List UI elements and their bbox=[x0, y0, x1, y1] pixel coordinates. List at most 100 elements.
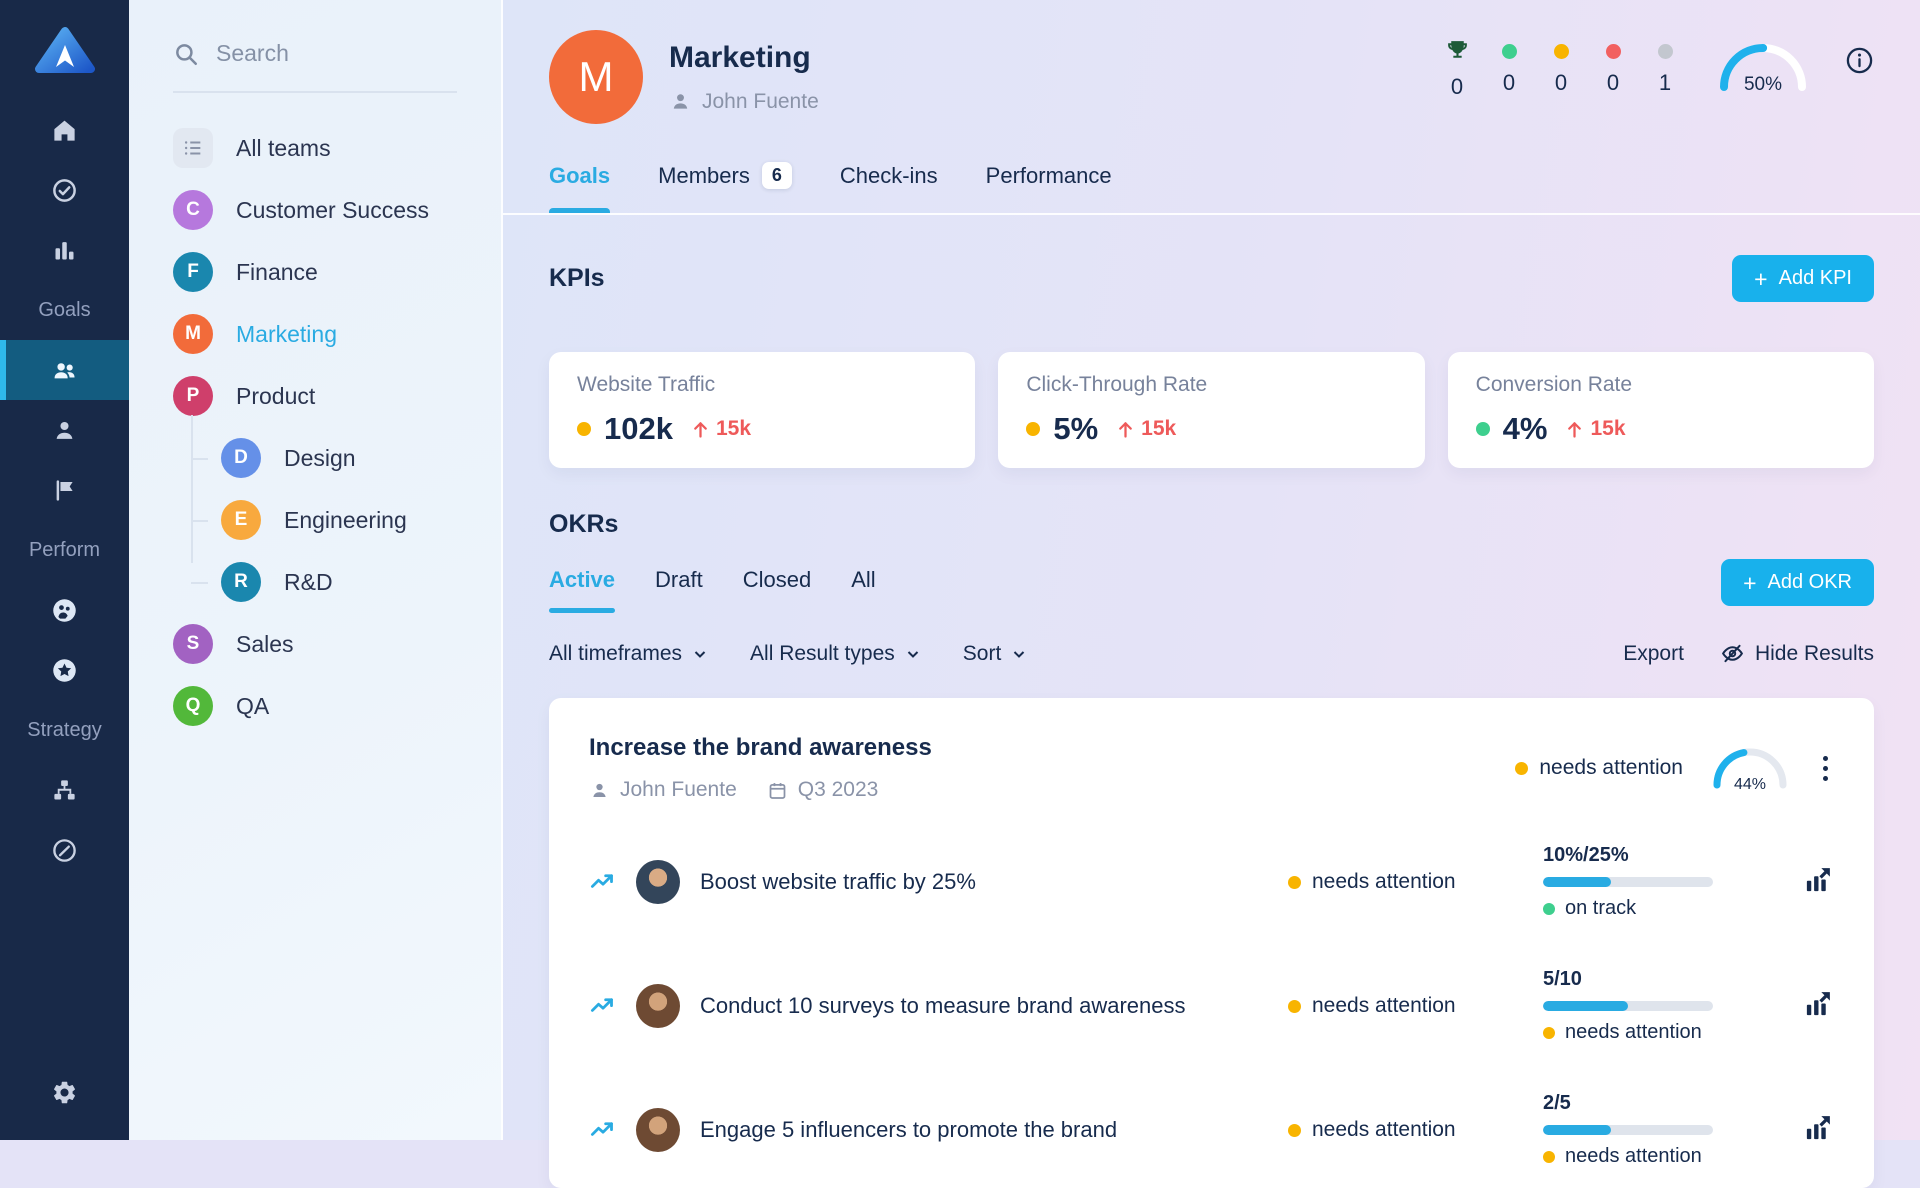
objective-timeframe-value: Q3 2023 bbox=[797, 778, 879, 801]
logo-triangle-icon bbox=[34, 27, 95, 73]
trophy-icon bbox=[1447, 41, 1467, 58]
objective-title[interactable]: Increase the brand awareness bbox=[589, 734, 932, 761]
nav-item-alignment[interactable] bbox=[0, 760, 129, 820]
nav-section-goals: Goals bbox=[38, 298, 91, 321]
search-input[interactable]: Search bbox=[173, 40, 457, 67]
sidebar-item-product[interactable]: P Product bbox=[129, 365, 501, 427]
filter-result-types[interactable]: All Result types bbox=[750, 642, 921, 666]
page-title: Marketing bbox=[669, 40, 811, 74]
chevron-down-icon bbox=[1014, 650, 1025, 658]
green-status-dot bbox=[1501, 44, 1517, 59]
trend-up-icon bbox=[590, 873, 613, 888]
arrow-up-icon bbox=[1568, 421, 1582, 438]
objective-menu-button[interactable] bbox=[1817, 750, 1834, 787]
search-placeholder: Search bbox=[216, 40, 289, 66]
export-button[interactable]: Export bbox=[1623, 642, 1684, 666]
sidebar-item-design[interactable]: D Design bbox=[129, 427, 501, 489]
nav-item-checkins[interactable] bbox=[0, 160, 129, 220]
sidebar-item-qa[interactable]: Q QA bbox=[129, 675, 501, 737]
add-kpi-button[interactable]: + Add KPI bbox=[1732, 255, 1874, 302]
key-result-chart-button[interactable] bbox=[1803, 864, 1834, 900]
okr-tab-closed[interactable]: Closed bbox=[743, 567, 811, 613]
product-subteams: D Design E Engineering R R&D bbox=[129, 415, 501, 613]
nav-item-settings[interactable] bbox=[0, 1062, 129, 1122]
status-counts: 0 0 0 0 1 bbox=[1441, 38, 1681, 100]
sitemap-icon bbox=[54, 779, 75, 799]
team-owner[interactable]: John Fuente bbox=[669, 90, 819, 114]
okr-tab-all[interactable]: All bbox=[851, 567, 875, 613]
progress-label: 10%/25% bbox=[1543, 844, 1629, 866]
kpi-status-dot bbox=[1475, 422, 1490, 436]
team-avatar: F bbox=[173, 252, 213, 292]
objective-owner[interactable]: John Fuente bbox=[589, 778, 737, 802]
kpi-card-conversion-rate[interactable]: Conversion Rate 4% 15k bbox=[1447, 352, 1874, 468]
sidebar-item-marketing[interactable]: M Marketing bbox=[129, 303, 501, 365]
okr-tabs: Active Draft Closed All bbox=[549, 567, 876, 613]
sidebar-item-finance[interactable]: F Finance bbox=[129, 241, 501, 303]
arrow-up-icon bbox=[694, 421, 707, 438]
gear-icon bbox=[53, 1081, 76, 1103]
team-progress-value: 50% bbox=[1743, 74, 1783, 95]
key-result-title[interactable]: Conduct 10 surveys to measure brand awar… bbox=[700, 993, 1186, 1018]
nav-item-reviews[interactable] bbox=[0, 580, 129, 640]
objective-timeframe[interactable]: Q3 2023 bbox=[767, 778, 879, 802]
filter-timeframes[interactable]: All timeframes bbox=[549, 642, 708, 666]
okr-tab-label: Draft bbox=[655, 567, 703, 592]
nav-item-individuals[interactable] bbox=[0, 400, 129, 460]
sidebar-item-rnd[interactable]: R R&D bbox=[129, 551, 501, 613]
progress-bar bbox=[1543, 1001, 1713, 1011]
progress-status: needs attention bbox=[1543, 1145, 1778, 1168]
nav-item-recognition[interactable] bbox=[0, 640, 129, 700]
nav-item-reports[interactable] bbox=[0, 220, 129, 280]
nav-item-teams[interactable] bbox=[0, 340, 129, 400]
nav-item-home[interactable] bbox=[0, 100, 129, 160]
team-avatar: M bbox=[173, 314, 213, 354]
key-result-chart-button[interactable] bbox=[1803, 988, 1834, 1024]
kpis-section-head: KPIs + Add KPI bbox=[549, 255, 1874, 302]
sidebar-item-sales[interactable]: S Sales bbox=[129, 613, 501, 675]
key-result-status: needs attention bbox=[1288, 994, 1543, 1018]
tab-performance[interactable]: Performance bbox=[986, 163, 1112, 213]
info-button[interactable] bbox=[1845, 46, 1874, 80]
key-result-title[interactable]: Engage 5 influencers to promote the bran… bbox=[700, 1117, 1118, 1142]
team-label: Product bbox=[236, 382, 316, 409]
nav-item-dashboard[interactable] bbox=[0, 820, 129, 880]
okr-tab-draft[interactable]: Draft bbox=[655, 567, 703, 613]
kpi-card-click-through-rate[interactable]: Click-Through Rate 5% 15k bbox=[998, 352, 1425, 468]
assignee-avatar bbox=[636, 860, 680, 904]
tab-check-ins[interactable]: Check-ins bbox=[840, 163, 938, 213]
team-label: All teams bbox=[236, 134, 331, 161]
sidebar-item-all-teams[interactable]: All teams bbox=[129, 117, 501, 179]
tab-goals[interactable]: Goals bbox=[549, 163, 611, 213]
okr-tab-label: Active bbox=[549, 567, 616, 592]
stat-count: 0 bbox=[1502, 70, 1516, 95]
status-dot bbox=[1288, 875, 1301, 889]
tab-label: Members bbox=[658, 162, 750, 188]
objective-status-badge: needs attention bbox=[1515, 756, 1683, 780]
progress-status-label: on track bbox=[1565, 897, 1637, 919]
sidebar-item-customer-success[interactable]: C Customer Success bbox=[129, 179, 501, 241]
key-result-chart-button[interactable] bbox=[1803, 1112, 1834, 1148]
add-okr-button[interactable]: + Add OKR bbox=[1721, 559, 1874, 606]
owner-name: John Fuente bbox=[702, 89, 819, 113]
person-icon bbox=[56, 421, 73, 439]
stat-count: 1 bbox=[1658, 70, 1672, 95]
kpi-name: Conversion Rate bbox=[1475, 373, 1633, 396]
app-logo[interactable] bbox=[0, 0, 129, 100]
team-list: All teams C Customer Success F Finance M… bbox=[129, 117, 501, 737]
tab-members[interactable]: Members 6 bbox=[658, 162, 792, 213]
key-result-title[interactable]: Boost website traffic by 25% bbox=[700, 869, 976, 894]
nav-item-milestones[interactable] bbox=[0, 460, 129, 520]
sidebar-divider bbox=[173, 91, 457, 93]
hide-results-label: Hide Results bbox=[1754, 641, 1874, 665]
kpi-card-website-traffic[interactable]: Website Traffic 102k 15k bbox=[549, 352, 976, 468]
hide-results-button[interactable]: Hide Results bbox=[1720, 641, 1874, 666]
sidebar-item-engineering[interactable]: E Engineering bbox=[129, 489, 501, 551]
stat-on-track: 0 bbox=[1493, 38, 1525, 100]
trend-up-icon bbox=[590, 997, 613, 1012]
progress-status-label: needs attention bbox=[1565, 1145, 1702, 1167]
team-avatar-large: M bbox=[549, 30, 643, 124]
key-results-list: Boost website traffic by 25% needs atten… bbox=[589, 844, 1834, 1168]
okr-tab-active[interactable]: Active bbox=[549, 567, 616, 613]
filter-sort[interactable]: Sort bbox=[963, 642, 1028, 666]
